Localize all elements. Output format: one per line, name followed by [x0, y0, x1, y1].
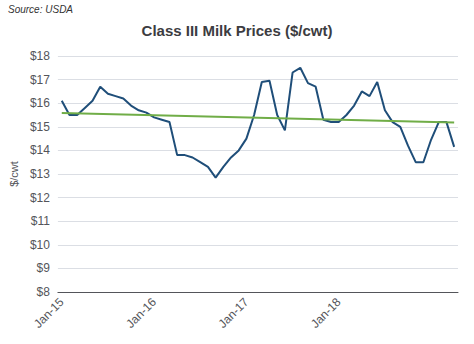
svg-text:$9: $9 [37, 261, 51, 275]
svg-text:$11: $11 [31, 214, 50, 228]
svg-text:$10: $10 [30, 238, 50, 252]
svg-text:Jan-18: Jan-18 [308, 295, 344, 331]
svg-text:Jan-17: Jan-17 [216, 295, 252, 331]
svg-text:$13: $13 [30, 167, 50, 181]
svg-text:Class III Milk Prices ($/cwt): Class III Milk Prices ($/cwt) [142, 22, 333, 39]
svg-text:$12: $12 [30, 191, 50, 205]
svg-text:$14: $14 [30, 143, 50, 157]
svg-text:Jan-16: Jan-16 [123, 295, 159, 331]
svg-text:$16: $16 [30, 96, 50, 110]
svg-text:Jan-15: Jan-15 [31, 295, 67, 331]
svg-text:$/cwt: $/cwt [8, 161, 20, 187]
svg-text:Source: USDA: Source: USDA [8, 4, 73, 15]
svg-text:$15: $15 [30, 120, 50, 134]
svg-text:$18: $18 [30, 49, 50, 63]
svg-text:$17: $17 [30, 73, 50, 87]
svg-text:$8: $8 [37, 285, 51, 299]
